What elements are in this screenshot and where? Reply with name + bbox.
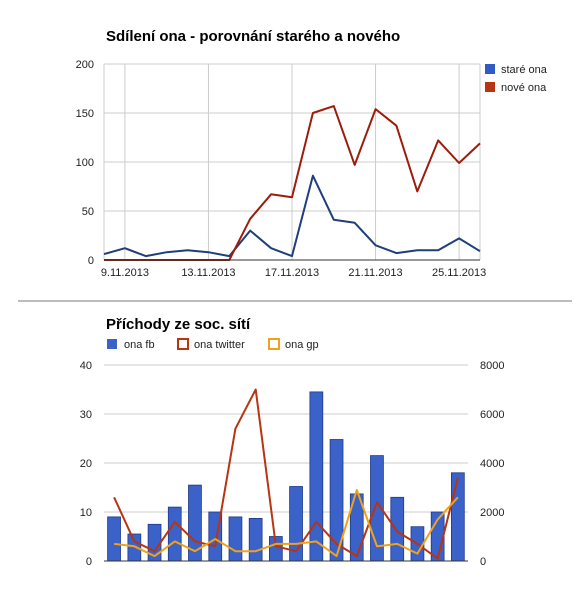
bar-ona-fb: [228, 516, 243, 562]
legend-swatch: [268, 338, 280, 350]
series-line-ona-twitter: [113, 388, 459, 560]
y2-tick-label: 0: [480, 556, 486, 568]
legend-swatch: [485, 64, 495, 74]
series-line-stare-ona: [103, 174, 481, 258]
y-tick-label: 10: [80, 507, 92, 519]
x-tick-label: 13.11.2013: [181, 267, 235, 279]
series-line-ona-gp: [113, 488, 459, 558]
legend-label: ona twitter: [194, 339, 245, 351]
gridlines: [104, 364, 468, 513]
y-tick-label: 200: [76, 59, 94, 71]
legend-label: nové ona: [501, 82, 547, 94]
legend-swatch: [107, 339, 117, 349]
y-tick-label: 150: [76, 108, 94, 120]
y-tick-label: 100: [76, 157, 94, 169]
y-tick-label: 0: [88, 255, 94, 267]
bar-ona-fb: [107, 516, 121, 562]
y-tick-label: 0: [86, 556, 92, 568]
y-tick-label: 30: [80, 409, 92, 421]
legend: ona fb ona twitter ona gp: [107, 338, 319, 351]
legend-label: staré ona: [501, 64, 548, 76]
y-axis-right: 0 2000 4000 6000 8000: [480, 360, 504, 568]
gridlines: [103, 63, 481, 260]
chart-title: Příchody ze soc. sítí: [106, 316, 251, 333]
legend-swatch: [485, 82, 495, 92]
y-tick-label: 50: [82, 206, 94, 218]
y-tick-label: 40: [80, 360, 92, 372]
bar-ona-fb: [390, 496, 405, 562]
legend-label: ona fb: [124, 339, 155, 351]
x-tick-label: 21.11.2013: [348, 267, 402, 279]
x-tick-label: 9.11.2013: [101, 267, 149, 279]
x-axis: 9.11.2013 13.11.2013 17.11.2013 21.11.2013 2…: [101, 267, 486, 279]
bar-ona-fb: [167, 506, 182, 562]
legend-swatch: [177, 338, 189, 350]
chart-social-arrivals: Příchody ze soc. sítí ona fb ona twitter…: [80, 316, 505, 568]
chart-title: Sdílení ona - porovnání starého a nového: [106, 28, 400, 45]
bar-ona-fb: [309, 391, 324, 562]
bar-ona-fb: [450, 472, 465, 562]
y2-tick-label: 2000: [480, 507, 504, 519]
series-lines: [113, 388, 459, 560]
bars: [107, 391, 465, 562]
bar-ona-fb: [248, 518, 263, 562]
y2-tick-label: 8000: [480, 360, 504, 372]
chart-shares: Sdílení ona - porovnání starého a nového…: [76, 28, 548, 279]
y2-tick-label: 6000: [480, 409, 504, 421]
y-axis-left: 0 10 20 30 40: [80, 360, 92, 568]
x-tick-label: 17.11.2013: [265, 267, 319, 279]
y2-tick-label: 4000: [480, 458, 504, 470]
y-axis: 0 50 100 150 200: [76, 59, 94, 267]
legend: staré ona nové ona: [485, 64, 548, 94]
x-tick-label: 25.11.2013: [432, 267, 486, 279]
legend-label: ona gp: [285, 339, 319, 351]
y-tick-label: 20: [80, 458, 92, 470]
